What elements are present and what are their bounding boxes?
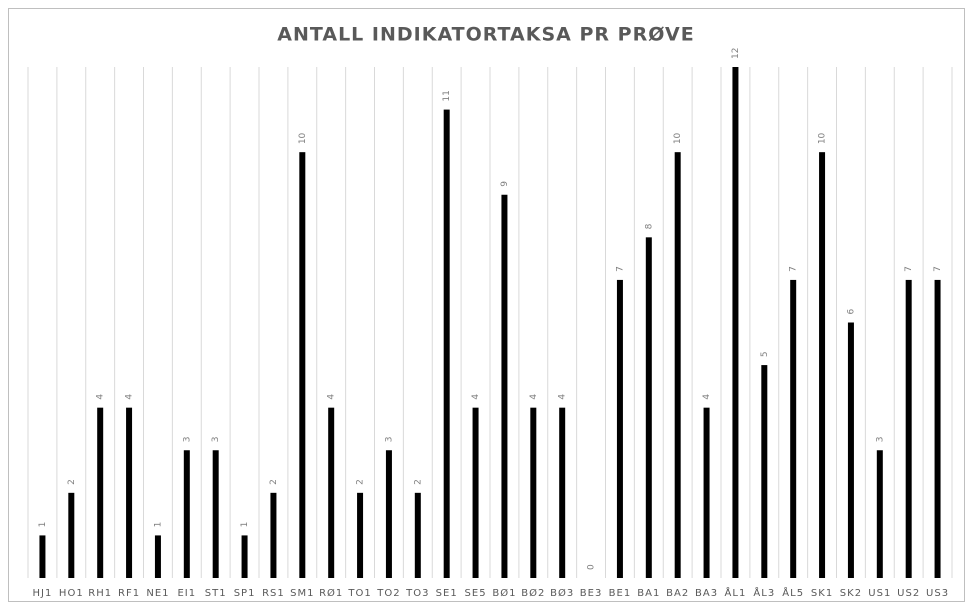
data-label: 7 (615, 266, 625, 272)
data-label: 3 (211, 437, 221, 443)
bar (472, 407, 479, 578)
x-tick-label: NE1 (146, 588, 169, 599)
x-tick-label: ÅL1 (725, 586, 747, 599)
x-tick-label: ÅL3 (753, 586, 775, 599)
bar (328, 407, 335, 578)
data-label: 7 (904, 266, 914, 272)
data-label: 7 (933, 266, 943, 272)
bar (501, 194, 508, 578)
x-tick-label: RØ1 (319, 587, 343, 599)
data-label: 3 (182, 437, 192, 443)
x-tick-label: BA1 (637, 588, 660, 599)
data-label: 10 (298, 132, 308, 144)
bar (761, 365, 768, 578)
x-tick-label: RH1 (88, 588, 112, 599)
x-tick-label: HJ1 (33, 588, 53, 599)
bar (241, 535, 248, 578)
data-label: 1 (38, 522, 48, 528)
x-tick-label: BA2 (666, 588, 689, 599)
data-label: 10 (818, 132, 828, 144)
bar (559, 407, 566, 578)
x-tick-label: US1 (868, 588, 891, 599)
bar (530, 407, 537, 578)
x-tick-label: TO2 (376, 588, 400, 599)
bar (645, 237, 652, 579)
bar (847, 322, 854, 578)
data-label: 6 (846, 309, 856, 315)
bar (819, 152, 826, 578)
data-label: 3 (384, 437, 394, 443)
bar (154, 535, 161, 578)
x-tick-label: SK2 (840, 588, 862, 599)
x-tick-label: EI1 (177, 588, 196, 599)
x-tick-label: BE3 (580, 588, 603, 599)
bar (97, 407, 104, 578)
x-tick-label: ST1 (205, 588, 227, 599)
data-label: 4 (558, 394, 568, 400)
data-label: 3 (875, 437, 885, 443)
data-label: 2 (67, 479, 77, 485)
bar (616, 279, 623, 578)
data-label: 7 (789, 266, 799, 272)
bar (905, 279, 912, 578)
x-tick-label: RF1 (118, 588, 140, 599)
x-tick-label: SE1 (436, 588, 458, 599)
x-tick-label: SK1 (811, 588, 833, 599)
chart-border (8, 8, 965, 602)
x-tick-label: SE5 (465, 588, 487, 599)
bar (876, 450, 883, 578)
bar (443, 109, 450, 578)
chart-title: ANTALL INDIKATORTAKSA PR PRØVE (277, 24, 694, 46)
x-tick-label: TO3 (405, 588, 429, 599)
data-label: 2 (413, 479, 423, 485)
x-tick-label: BØ2 (521, 587, 545, 599)
data-label: 4 (96, 394, 106, 400)
bar (674, 152, 681, 578)
data-label: 8 (644, 223, 654, 229)
data-label: 9 (500, 181, 510, 187)
bar (299, 152, 306, 578)
data-label: 4 (471, 394, 481, 400)
x-tick-label: RS1 (262, 588, 285, 599)
x-tick-label: US2 (897, 588, 920, 599)
x-tick-label: BE1 (609, 588, 632, 599)
data-label: 4 (125, 394, 135, 400)
data-label: 0 (587, 564, 597, 570)
x-tick-label: BØ3 (550, 587, 574, 599)
x-tick-label: SP1 (234, 588, 256, 599)
data-label: 11 (442, 90, 452, 101)
x-tick-label: ÅL5 (782, 586, 804, 599)
data-label: 4 (529, 394, 539, 400)
x-tick-label: US3 (926, 588, 949, 599)
bar (183, 450, 190, 578)
bar (126, 407, 133, 578)
bar (385, 450, 392, 578)
x-tick-label: BØ1 (492, 587, 516, 599)
bar (68, 492, 75, 578)
x-tick-label: HO1 (59, 588, 84, 599)
bar (414, 492, 421, 578)
data-label: 2 (269, 479, 279, 485)
bar (39, 535, 46, 578)
data-label: 1 (240, 522, 250, 528)
x-tick-label: BA3 (695, 588, 718, 599)
x-tick-label: TO1 (347, 588, 371, 599)
bar (703, 407, 710, 578)
data-label: 4 (702, 394, 712, 400)
bar (790, 279, 797, 578)
data-label: 12 (731, 48, 741, 59)
data-label: 2 (356, 479, 366, 485)
bar (270, 492, 277, 578)
data-label: 4 (327, 394, 337, 400)
x-tick-label: SM1 (290, 588, 314, 599)
bar (934, 279, 941, 578)
data-label: 5 (760, 351, 770, 357)
bar (732, 67, 739, 578)
bar (357, 492, 364, 578)
data-label: 1 (153, 522, 163, 528)
bar (212, 450, 219, 578)
data-label: 10 (673, 132, 683, 144)
